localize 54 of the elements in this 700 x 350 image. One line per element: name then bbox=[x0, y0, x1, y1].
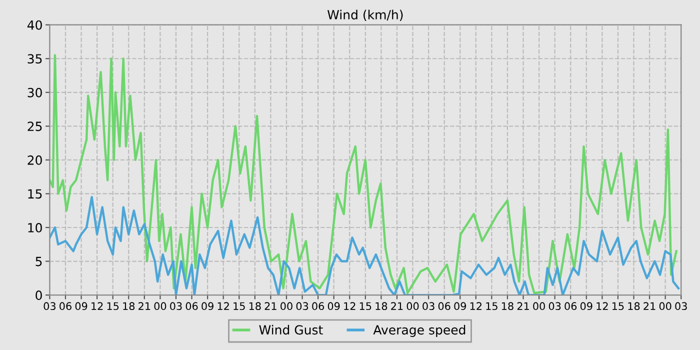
x-tick-label: 03 bbox=[675, 302, 687, 310]
x-tick-label: 21 bbox=[391, 302, 403, 310]
y-tick-label: 0 bbox=[36, 290, 42, 300]
x-tick-label: 06 bbox=[312, 302, 324, 310]
x-tick-label: 18 bbox=[502, 302, 514, 310]
x-tick-label: 21 bbox=[264, 302, 276, 310]
legend-label: Average speed bbox=[373, 324, 466, 337]
x-tick-label: 00 bbox=[533, 302, 545, 310]
x-tick-label: 09 bbox=[580, 302, 592, 310]
x-tick-label: 03 bbox=[296, 302, 308, 310]
x-tick-label: 18 bbox=[628, 302, 640, 310]
x-tick-label: 12 bbox=[596, 302, 608, 310]
x-tick-label: 15 bbox=[612, 302, 624, 310]
y-tick-label: 10 bbox=[28, 222, 42, 232]
x-tick-label: 12 bbox=[92, 302, 103, 310]
x-tick-label: 12 bbox=[344, 302, 356, 310]
x-tick-label: 09 bbox=[75, 302, 88, 310]
x-tick-label: 18 bbox=[249, 302, 261, 310]
x-tick-label: 06 bbox=[186, 302, 198, 310]
x-tick-label: 09 bbox=[454, 302, 466, 310]
x-tick-label: 21 bbox=[644, 302, 656, 310]
x-tick-label: 12 bbox=[218, 302, 229, 310]
y-tick-label: 5 bbox=[36, 256, 42, 266]
x-tick-label: 06 bbox=[438, 302, 450, 310]
x-tick-label: 21 bbox=[138, 302, 150, 310]
x-tick-label: 12 bbox=[470, 302, 482, 310]
x-tick-label: 18 bbox=[376, 302, 388, 310]
x-tick-label: 03 bbox=[44, 302, 56, 310]
x-tick-label: 15 bbox=[486, 302, 498, 310]
x-tick-label: 15 bbox=[360, 302, 372, 310]
chart-title: Wind (km/h) bbox=[327, 10, 403, 21]
x-tick-label: 00 bbox=[280, 302, 292, 310]
x-tick-label: 09 bbox=[328, 302, 340, 310]
y-tick-label: 35 bbox=[28, 54, 42, 64]
x-tick-label: 15 bbox=[107, 302, 119, 310]
legend-label: Wind Gust bbox=[259, 324, 323, 335]
y-tick-label: 20 bbox=[28, 155, 42, 165]
x-tick-label: 09 bbox=[202, 302, 214, 310]
y-tick-label: 30 bbox=[28, 88, 42, 98]
x-tick-label: 06 bbox=[564, 302, 577, 310]
y-tick-label: 40 bbox=[27, 20, 42, 30]
x-tick-label: 21 bbox=[517, 302, 529, 310]
y-tick-label: 25 bbox=[28, 122, 42, 132]
x-tick-label: 18 bbox=[123, 302, 135, 310]
x-tick-label: 00 bbox=[406, 302, 419, 310]
x-tick-label: 03 bbox=[170, 302, 182, 310]
x-tick-label: 06 bbox=[60, 302, 72, 310]
x-tick-label: 00 bbox=[154, 302, 166, 310]
x-tick-label: 03 bbox=[548, 302, 561, 310]
x-tick-label: 00 bbox=[659, 302, 672, 310]
x-tick-label: 15 bbox=[234, 302, 245, 310]
x-tick-label: 03 bbox=[422, 302, 434, 310]
y-tick-label: 15 bbox=[28, 189, 42, 199]
line-series bbox=[50, 54, 678, 294]
